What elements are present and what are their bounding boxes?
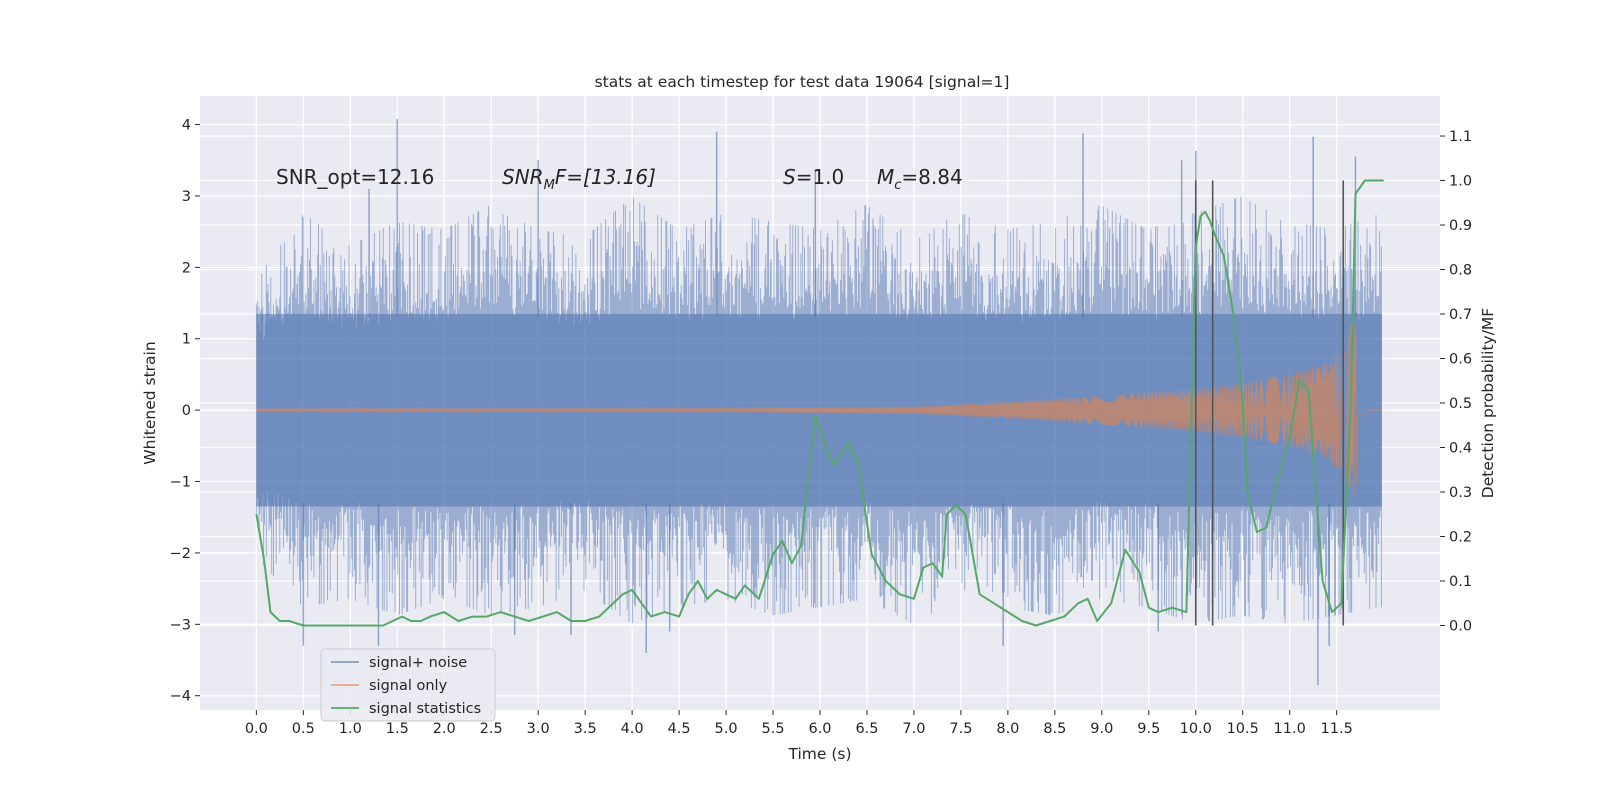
y2-tick-label: 0.4 (1449, 440, 1472, 456)
annotation-snr-mf-rest-italic: F=[13.16] (555, 165, 656, 189)
series-signal-only (256, 323, 1382, 501)
annotation-snr-mf: SNRMF=[13.16] (502, 165, 656, 193)
x-tick-label: 9.5 (1137, 721, 1160, 737)
y-axis-label: Whitened strain (141, 341, 159, 464)
x-axis: 0.0 0.5 1.0 1.5 2.0 2.5 3.0 3.5 4.0 4.5 5.0 5.5 6.0 6… (245, 710, 1353, 737)
y-tick-label: 2 (182, 260, 191, 276)
legend-box (320, 648, 496, 722)
x-tick-label: 1.5 (386, 721, 409, 737)
y2-tick-label: 0.8 (1449, 263, 1472, 279)
annotation-mc-main: M (877, 165, 894, 189)
y2-tick-label: 1.0 (1449, 174, 1472, 190)
annotation-mc-rest: =8.84 (901, 165, 962, 189)
x-tick-label: 6.0 (808, 721, 831, 737)
annotation-s-rest: =1.0 (796, 165, 845, 189)
annotation-snr-opt: SNR_opt=12.16 (276, 165, 434, 189)
y-tick-label: −4 (170, 689, 191, 705)
legend-label-signal-statistics: signal statistics (369, 701, 481, 717)
x-tick-label: 10.5 (1227, 721, 1259, 737)
x-tick-label: 10.0 (1180, 721, 1212, 737)
signal-statistics-line (255, 179, 1384, 627)
x-tick-label: 7.5 (949, 721, 972, 737)
x-tick-label: 5.5 (761, 721, 784, 737)
y-tick-label: −1 (170, 475, 191, 491)
plot-area (200, 96, 1440, 710)
x-tick-label: 0.0 (245, 721, 268, 737)
x-tick-label: 3.5 (574, 721, 597, 737)
series-signal-statistics (255, 179, 1384, 627)
x-tick-label: 2.0 (433, 721, 456, 737)
x-tick-label: 1.0 (339, 721, 362, 737)
legend-label-signal-only: signal only (369, 678, 448, 694)
y2-axis: 0.0 0.1 0.2 0.3 0.4 0.5 0.6 0.7 0.8 0.9 1.0 1.1 (1440, 129, 1472, 634)
y-tick-label: −2 (170, 546, 191, 562)
y2-tick-label: 0.6 (1449, 352, 1472, 368)
x-tick-label: 4.5 (668, 721, 691, 737)
x-tick-label: 4.0 (621, 721, 644, 737)
signal-only-line (256, 323, 1382, 501)
x-tick-label: 3.0 (527, 721, 550, 737)
y2-tick-label: 0.3 (1449, 485, 1472, 501)
y2-tick-label: 0.2 (1449, 529, 1472, 545)
y2-tick-label: 1.1 (1449, 129, 1472, 145)
annotation-snr-mf-main: SNR (502, 165, 544, 189)
annotation-s: S=1.0 (783, 165, 844, 189)
x-tick-label: 0.5 (292, 721, 315, 737)
y2-tick-label: 0.9 (1449, 218, 1472, 234)
x-tick-label: 6.5 (855, 721, 878, 737)
y-tick-label: 1 (182, 332, 191, 348)
annotation-mc: Mc=8.84 (877, 165, 963, 193)
legend-label-signal-noise: signal+ noise (369, 655, 467, 671)
annotation-s-main: S (783, 165, 796, 189)
x-tick-label: 9.0 (1090, 721, 1113, 737)
y-tick-label: −3 (170, 617, 191, 633)
chart-title: stats at each timestep for test data 190… (595, 73, 1010, 91)
x-tick-label: 11.5 (1321, 721, 1353, 737)
x-tick-label: 8.0 (996, 721, 1019, 737)
y2-tick-label: 0.5 (1449, 396, 1472, 412)
annotations: SNR_opt=12.16 SNRMF=[13.16] S=1.0 Mc=8.8… (276, 165, 963, 193)
x-tick-label: 5.0 (715, 721, 738, 737)
x-tick-label: 8.5 (1043, 721, 1066, 737)
x-tick-label: 11.0 (1274, 721, 1306, 737)
x-tick-label: 7.0 (902, 721, 925, 737)
y2-tick-label: 0.1 (1449, 574, 1472, 590)
x-axis-label: Time (s) (787, 745, 851, 763)
y-tick-label: 0 (182, 403, 191, 419)
y-axis: −4 −3 −2 −1 0 1 2 3 4 (170, 118, 200, 705)
y2-tick-label: 0.0 (1449, 618, 1472, 634)
y2-axis-label: Detection probability/MF (1479, 308, 1497, 499)
annotation-mc-sub: c (894, 178, 901, 193)
y2-tick-label: 0.7 (1449, 307, 1472, 323)
legend: signal+ noise signal only signal statist… (320, 648, 496, 722)
x-tick-label: 2.5 (480, 721, 503, 737)
y-tick-label: 3 (182, 189, 191, 205)
annotation-snr-mf-sub: M (544, 178, 555, 193)
y-tick-label: 4 (182, 118, 191, 134)
